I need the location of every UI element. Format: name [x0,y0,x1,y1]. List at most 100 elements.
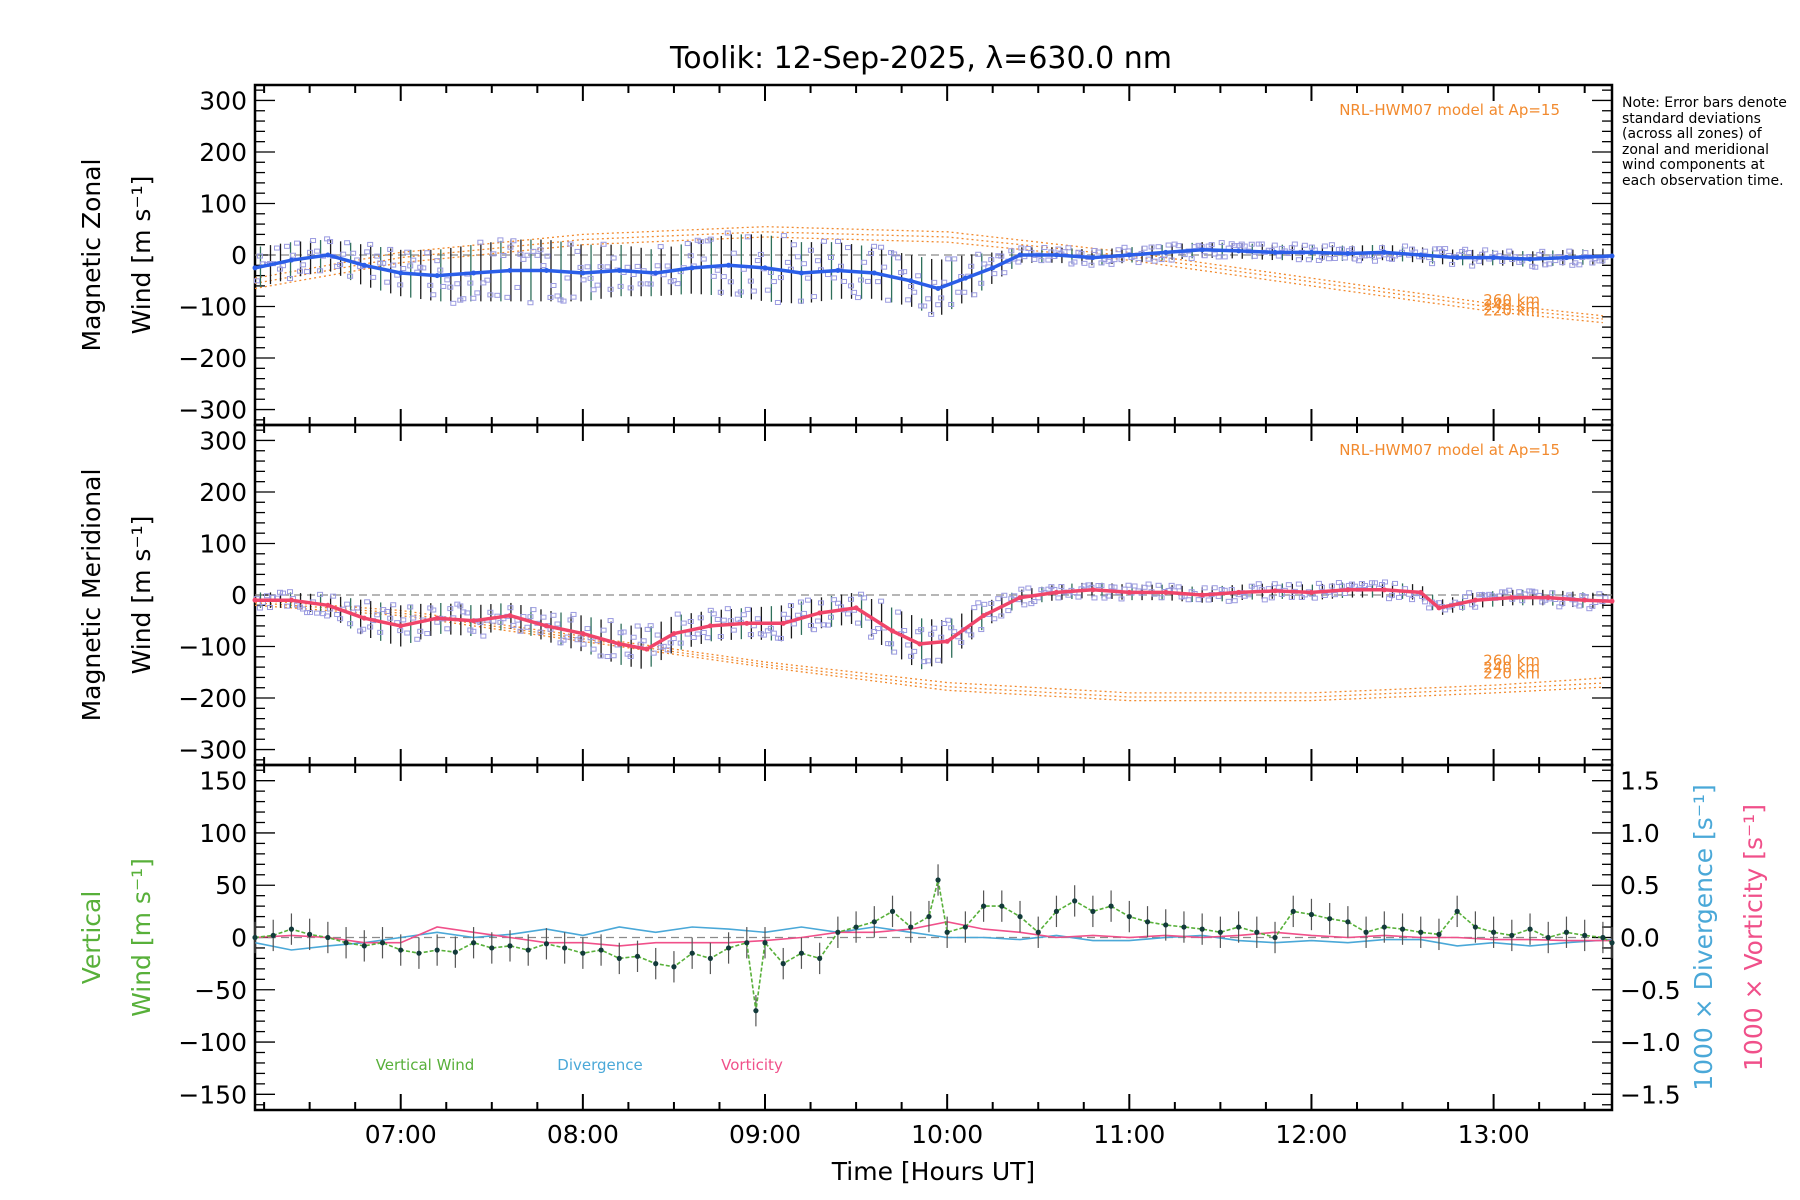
y-tick-label: 200 [199,478,247,507]
zone-sample-marker [1065,245,1072,251]
y-axis-label-line2: Wind [m s⁻¹] [127,858,156,1017]
mean-wind-point [471,270,477,276]
mean-wind-point [288,257,294,263]
zone-sample-marker [1462,594,1469,600]
vertical-wind-point [1363,929,1369,935]
zone-sample-marker [1031,599,1038,605]
zone-sample-marker [1268,595,1275,601]
vertical-wind-point [288,926,295,932]
zone-sample-marker [1506,248,1513,254]
zone-sample-marker [1311,595,1318,601]
zone-sample-marker [981,261,988,267]
mean-wind-point [361,262,367,268]
zone-sample-marker [1271,242,1278,248]
zone-sample-marker [1328,242,1335,248]
zone-sample-marker [594,282,601,288]
zone-sample-marker [314,610,321,616]
vertical-wind-point [1144,919,1151,925]
zone-sample-marker [674,611,681,617]
y-tick-label: 300 [199,86,247,115]
legend-item-vorticity: Vorticity [721,1056,783,1074]
zone-sample-marker [657,244,664,250]
model-curve-240km [254,602,1603,698]
zone-sample-marker [400,265,407,271]
zone-sample-marker [824,622,831,628]
zone-sample-marker [720,617,727,623]
zone-sample-marker [797,298,804,304]
zone-sample-marker [995,596,1002,602]
vertical-wind-point [744,940,750,946]
zone-sample-marker [1091,595,1098,601]
zone-sample-marker [1566,592,1573,598]
zone-sample-marker [317,268,324,274]
zone-sample-marker [1168,257,1175,263]
zone-sample-marker [707,236,714,242]
zone-sample-marker [905,297,912,303]
zone-sample-marker [841,278,848,284]
zone-sample-marker [1295,257,1302,263]
vertical-wind-point [1327,916,1333,922]
y-tick-label: 0 [231,241,247,270]
zone-sample-marker [1041,245,1048,251]
vertical-wind-point [1272,934,1278,941]
mean-wind-point [1545,595,1551,601]
zone-sample-marker [607,618,614,624]
zone-sample-marker [367,241,374,247]
zone-sample-marker [764,287,771,293]
zone-sample-marker [680,620,687,626]
zone-sample-marker [624,264,631,270]
zone-sample-marker [1378,245,1385,251]
vertical-wind-point [653,961,659,967]
zone-sample-marker [674,281,681,287]
vorticity-line [254,920,1612,947]
vertical-wind-point [1290,908,1296,914]
zone-sample-marker [921,659,928,665]
zone-sample-marker [1075,594,1082,600]
mean-wind-point [981,613,987,619]
zone-sample-marker [871,629,878,635]
zone-sample-marker [457,603,464,609]
zone-sample-marker [427,282,434,288]
zone-sample-marker [730,627,737,633]
zone-sample-marker [1469,263,1476,269]
zone-sample-marker [460,609,467,615]
zone-sample-marker [1141,245,1148,251]
vertical-wind-point [1472,924,1478,930]
zone-sample-marker [918,627,925,633]
zone-sample-marker [1021,602,1028,608]
zone-sample-marker [337,262,344,268]
zone-sample-marker [1061,249,1068,255]
zone-sample-marker [1088,262,1095,268]
zone-sample-marker [1165,242,1172,248]
y-tick-label: 0 [231,581,247,610]
zone-sample-marker [1108,261,1115,267]
zone-sample-marker [266,605,273,611]
vertical-wind-point [671,964,677,970]
zone-sample-marker [908,284,915,290]
mean-wind-point [1381,587,1387,593]
zone-sample-marker [577,635,584,641]
mean-wind-point [689,265,695,271]
vertical-wind-point [707,955,713,962]
y-axis-label-line2: Wind [m s⁻¹] [127,516,156,675]
model-height-label: 240 km [1483,296,1540,314]
zone-sample-marker [677,640,684,646]
zone-sample-marker [647,281,654,287]
zone-sample-marker [1285,582,1292,588]
zone-sample-marker [1596,591,1603,597]
zone-sample-marker [1025,585,1032,591]
zone-sample-marker [1371,258,1378,264]
mean-wind-point [653,270,659,276]
zone-sample-marker [888,641,895,647]
zone-sample-marker [487,609,494,615]
zone-sample-marker [817,600,824,606]
mean-wind-point [1308,249,1314,255]
zone-sample-marker [370,274,377,280]
zone-sample-marker [911,648,918,654]
zone-sample-marker [460,296,467,302]
zone-sample-marker [347,621,354,627]
zone-sample-marker [654,263,661,269]
x-tick-label: 07:00 [365,1120,437,1149]
zone-sample-marker [1058,584,1065,590]
legend-item-vertical-wind: Vertical Wind [376,1056,475,1074]
